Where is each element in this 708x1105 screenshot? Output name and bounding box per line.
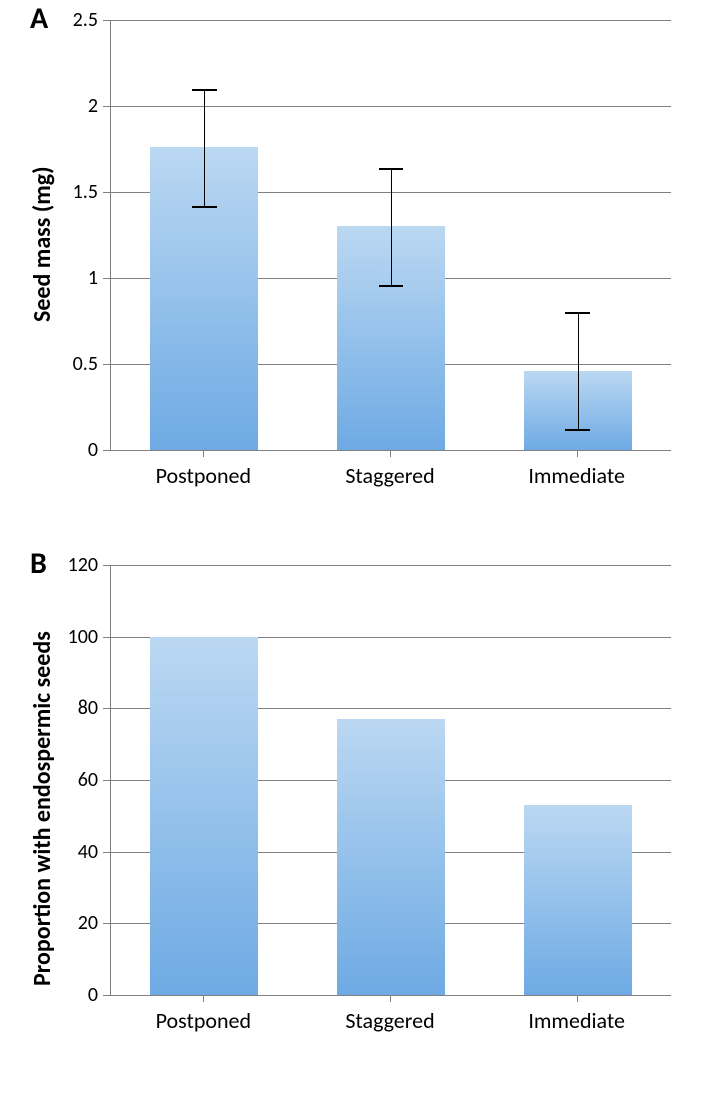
y-tick-label: 0.5 (38, 352, 98, 376)
y-tick-label: 100 (38, 625, 98, 649)
y-tick (103, 637, 110, 638)
y-tick-label: 60 (38, 768, 98, 792)
error-bar (578, 312, 579, 429)
y-tick (103, 852, 110, 853)
y-tick-label: 2.5 (38, 8, 98, 32)
x-tick (203, 995, 204, 1002)
gridline (111, 565, 671, 566)
x-tick (577, 995, 578, 1002)
x-tick (577, 450, 578, 457)
gridline (111, 20, 671, 21)
y-tick (103, 995, 110, 996)
y-tick-label: 1 (38, 266, 98, 290)
panel-a-plot-area (110, 20, 671, 451)
y-tick (103, 780, 110, 781)
bar (150, 637, 258, 995)
error-bar (204, 89, 205, 206)
error-bar-cap (379, 285, 404, 287)
error-bar (391, 168, 392, 285)
page: A Seed mass (mg) 00.511.522.5PostponedSt… (0, 0, 708, 1105)
x-tick-label: Immediate (483, 1007, 670, 1034)
bar (524, 805, 632, 995)
panel-b-plot-area (110, 565, 671, 996)
y-tick-label: 0 (38, 983, 98, 1007)
x-tick-label: Staggered (297, 462, 484, 489)
x-tick-label: Immediate (483, 462, 670, 489)
bar (337, 719, 445, 995)
x-tick (203, 450, 204, 457)
x-tick-label: Staggered (297, 1007, 484, 1034)
y-tick-label: 0 (38, 438, 98, 462)
y-tick (103, 192, 110, 193)
error-bar-cap (192, 89, 217, 91)
y-tick (103, 450, 110, 451)
x-tick (390, 995, 391, 1002)
x-tick (390, 450, 391, 457)
y-tick-label: 2 (38, 94, 98, 118)
y-tick-label: 40 (38, 840, 98, 864)
panel-b: B Proportion with endospermic seeds 0204… (0, 545, 708, 1075)
y-tick (103, 20, 110, 21)
y-tick-label: 20 (38, 911, 98, 935)
y-tick (103, 364, 110, 365)
y-tick (103, 923, 110, 924)
error-bar-cap (379, 168, 404, 170)
error-bar-cap (192, 206, 217, 208)
y-tick-label: 1.5 (38, 180, 98, 204)
y-tick-label: 120 (38, 553, 98, 577)
y-tick (103, 565, 110, 566)
x-tick-label: Postponed (110, 1007, 297, 1034)
gridline (111, 106, 671, 107)
panel-a: A Seed mass (mg) 00.511.522.5PostponedSt… (0, 0, 708, 530)
y-tick (103, 106, 110, 107)
y-tick-label: 80 (38, 696, 98, 720)
y-tick (103, 278, 110, 279)
x-tick-label: Postponed (110, 462, 297, 489)
y-tick (103, 708, 110, 709)
error-bar-cap (565, 312, 590, 314)
error-bar-cap (565, 429, 590, 431)
